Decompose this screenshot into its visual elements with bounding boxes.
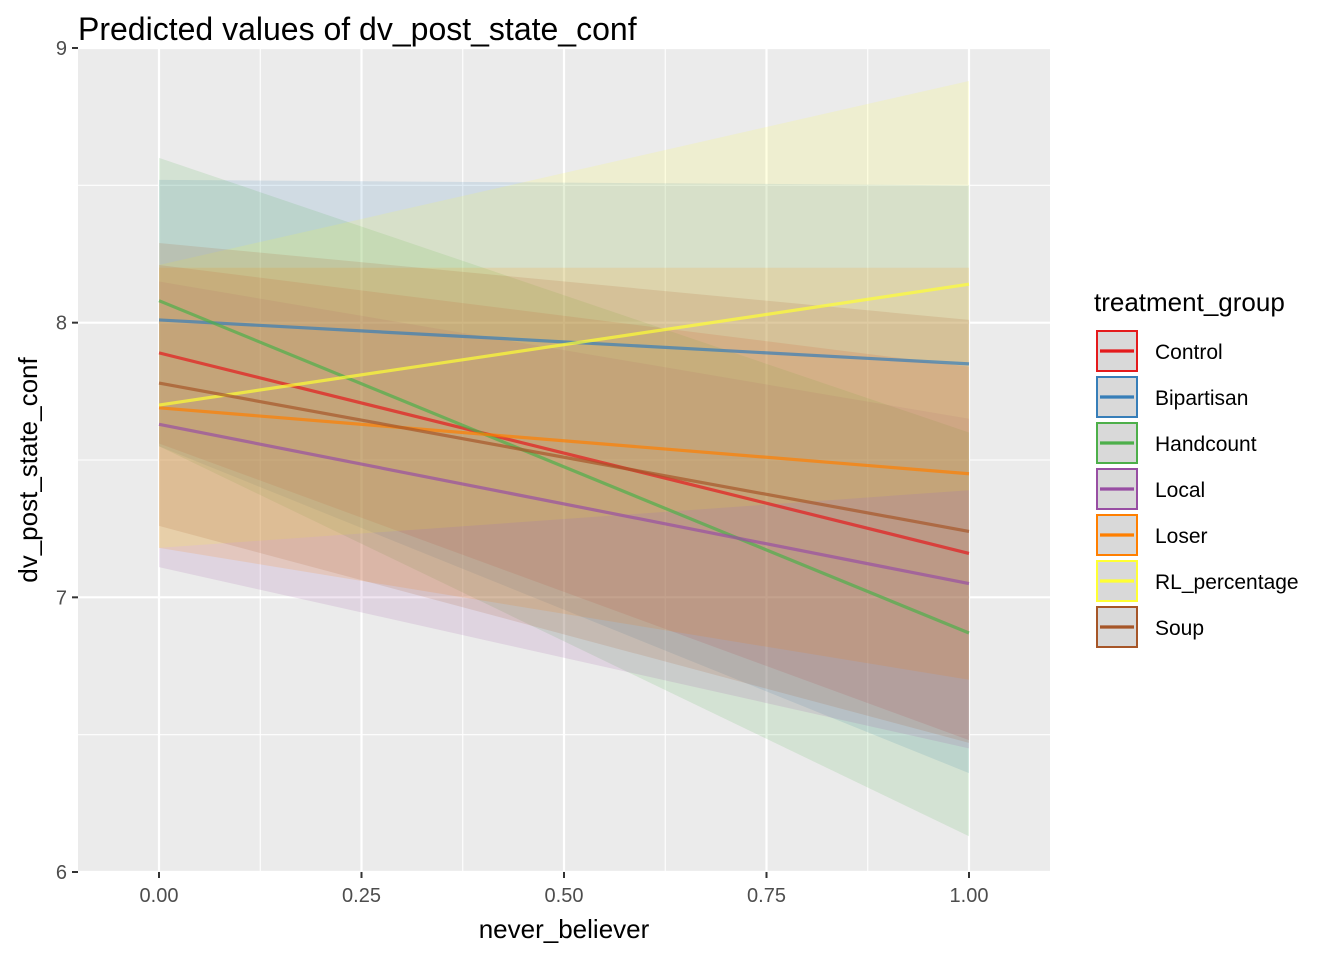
ci-ribbon-local [159, 281, 969, 749]
y-axis: 6 7 8 9 [56, 38, 78, 884]
x-tick-label: 0.25 [342, 885, 381, 907]
legend-item-rl-percentage: RL_percentage [1096, 560, 1299, 602]
line-bipartisan [158, 318, 970, 366]
ci-ribbon-bipartisan [159, 179, 969, 774]
prediction-lines [158, 282, 970, 635]
legend-label: Bipartisan [1155, 387, 1248, 410]
legend-label: Handcount [1155, 433, 1257, 456]
y-tick-label: 6 [56, 862, 67, 884]
ci-ribbon-loser [159, 267, 969, 680]
legend-title: treatment_group [1094, 287, 1285, 317]
y-axis-title: dv_post_state_conf [13, 356, 43, 582]
legend: treatment_group Control Bipartisan Handcou… [1094, 287, 1299, 648]
line-loser [158, 406, 970, 476]
x-tick-label: 1.00 [950, 885, 989, 907]
legend-label: RL_percentage [1155, 571, 1299, 594]
line-soup [158, 381, 970, 533]
line-rl-percentage [158, 282, 970, 407]
legend-label: Soup [1155, 617, 1204, 640]
y-tick-label: 7 [56, 587, 67, 609]
y-tick-label: 9 [56, 38, 67, 60]
x-axis: 0.00 0.25 0.50 0.75 1.00 [140, 872, 989, 907]
legend-item-bipartisan: Bipartisan [1096, 376, 1248, 418]
legend-label: Control [1155, 341, 1223, 364]
line-handcount [158, 299, 970, 635]
confidence-ribbons [159, 80, 969, 837]
major-gridlines [78, 46, 1050, 874]
x-axis-title: never_believer [479, 914, 650, 944]
legend-item-loser: Loser [1096, 514, 1208, 556]
legend-label: Loser [1155, 525, 1208, 548]
chart-title: Predicted values of dv_post_state_conf [78, 11, 637, 47]
x-tick-label: 0.50 [545, 885, 584, 907]
ci-ribbon-rl-percentage [159, 80, 969, 548]
ci-ribbon-handcount [159, 157, 969, 837]
legend-item-local: Local [1096, 468, 1205, 510]
legend-item-handcount: Handcount [1096, 422, 1257, 464]
x-tick-label: 0.75 [747, 885, 786, 907]
line-local [158, 422, 970, 586]
ci-ribbon-soup [159, 243, 969, 743]
legend-label: Local [1155, 479, 1205, 502]
x-tick-label: 0.00 [140, 885, 179, 907]
y-tick-label: 8 [56, 313, 67, 335]
legend-item-control: Control [1096, 330, 1223, 372]
legend-item-soup: Soup [1096, 606, 1204, 648]
